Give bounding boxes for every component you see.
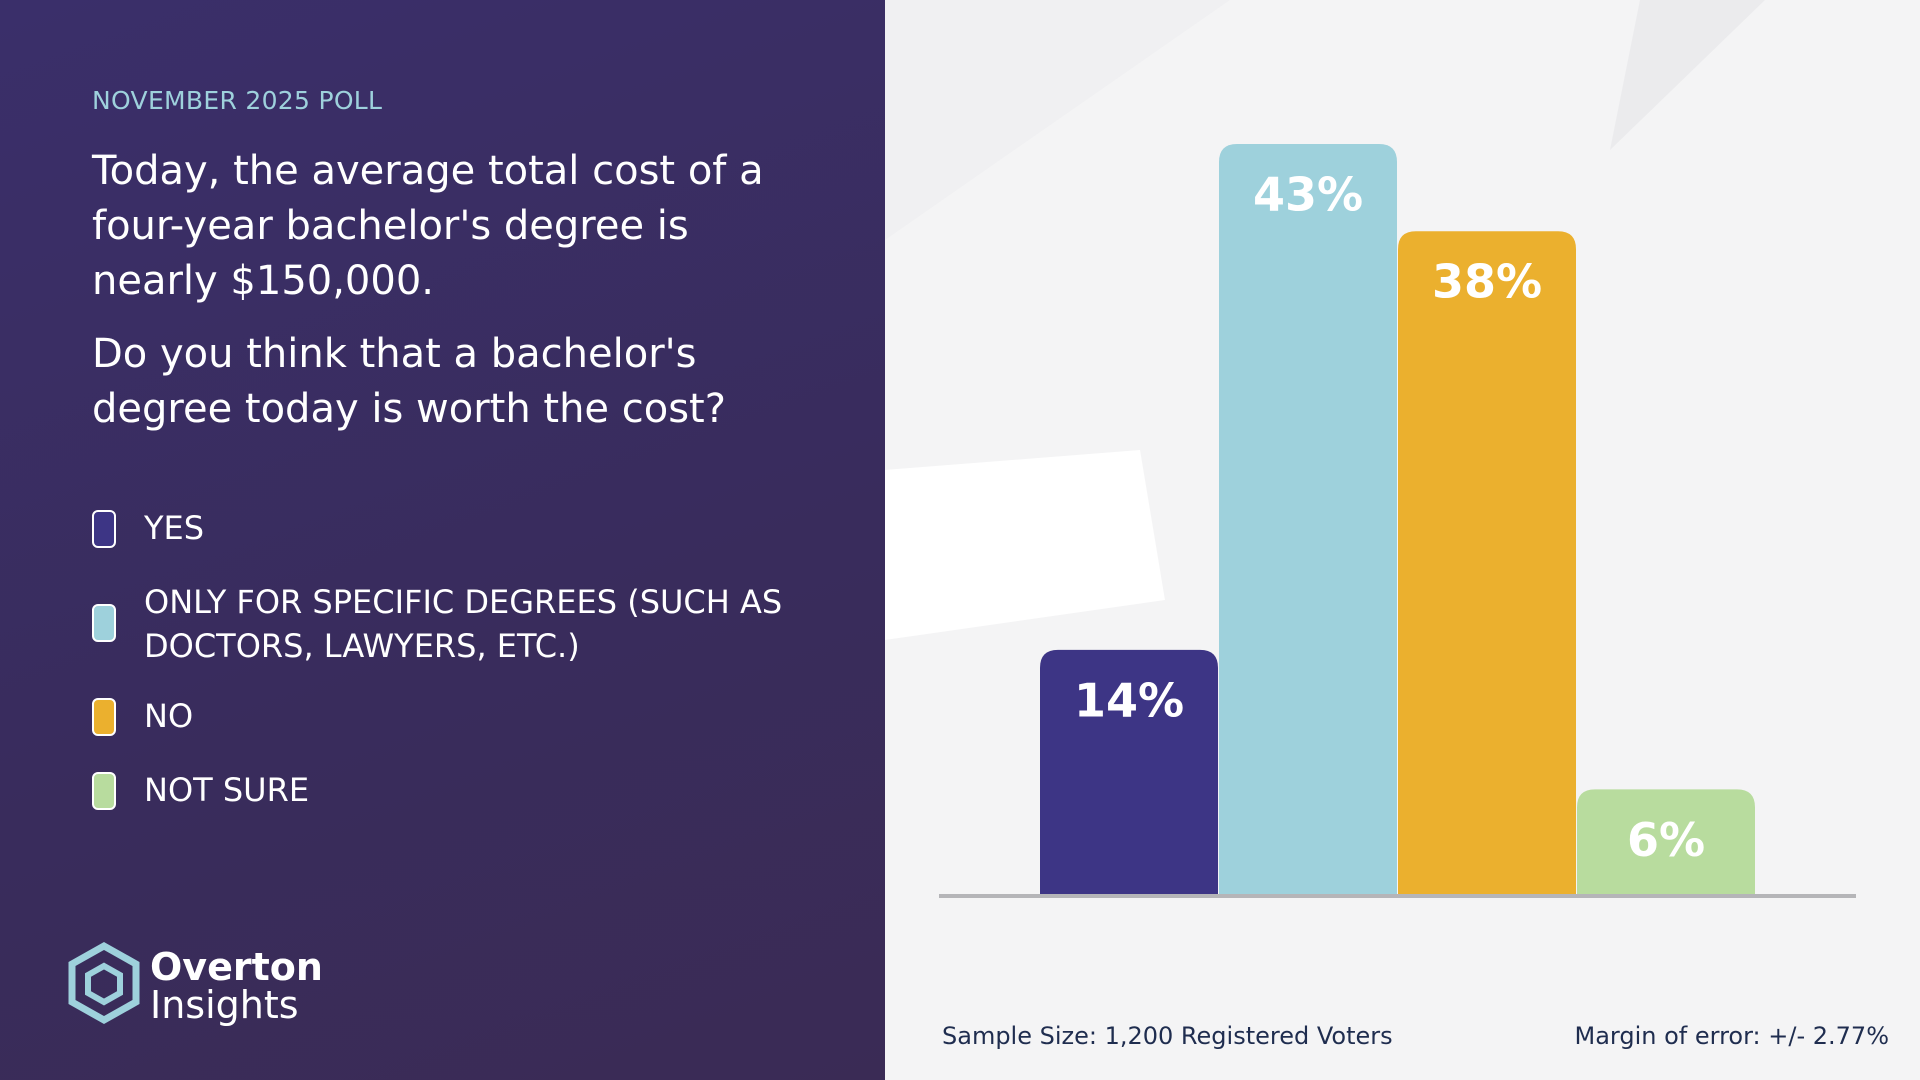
value-label: 14%	[1074, 673, 1184, 727]
logo-hex-inner	[85, 962, 123, 1006]
legend-item: YES	[92, 506, 812, 550]
legend-label: NO	[144, 697, 194, 735]
bar	[1219, 144, 1397, 894]
logo: Overton Insights	[68, 941, 323, 1027]
legend-item: NOT SURE	[92, 768, 812, 812]
logo-line2: Insights	[150, 983, 299, 1027]
legend-swatch	[92, 510, 116, 548]
question: Do you think that a bachelor's degree to…	[92, 331, 726, 432]
question-title: Today, the average total cost of a four-…	[92, 148, 764, 304]
margin-of-error: Margin of error: +/- 2.77%	[1575, 1022, 1889, 1050]
left-panel: NOVEMBER 2025 POLL Today, the average to…	[0, 0, 885, 1080]
legend-item: ONLY FOR SPECIFIC DEGREES (SUCH AS DOCTO…	[92, 580, 812, 668]
bg-shape	[1610, 0, 1765, 150]
value-label: 6%	[1627, 813, 1705, 867]
value-label: 43%	[1253, 168, 1363, 222]
legend-swatch	[92, 604, 116, 642]
legend-label: NOT SURE	[144, 771, 310, 809]
bg-shape	[885, 0, 1230, 240]
kicker: NOVEMBER 2025 POLL	[92, 86, 383, 115]
legend-label: YES	[144, 509, 205, 547]
legend-swatch	[92, 698, 116, 736]
legend-label: ONLY FOR SPECIFIC DEGREES (SUCH AS DOCTO…	[144, 583, 783, 665]
legend-item: NO	[92, 694, 812, 738]
logo-hex	[68, 941, 140, 1025]
bg-shape	[885, 450, 1165, 640]
bar	[1577, 789, 1755, 894]
value-label: 38%	[1432, 255, 1542, 309]
bar	[1398, 231, 1576, 895]
bar	[1040, 649, 1218, 894]
logo-line1: Overton	[150, 945, 323, 989]
sample-size: Sample Size: 1,200 Registered Voters	[942, 1022, 1393, 1050]
legend-swatch	[92, 772, 116, 810]
